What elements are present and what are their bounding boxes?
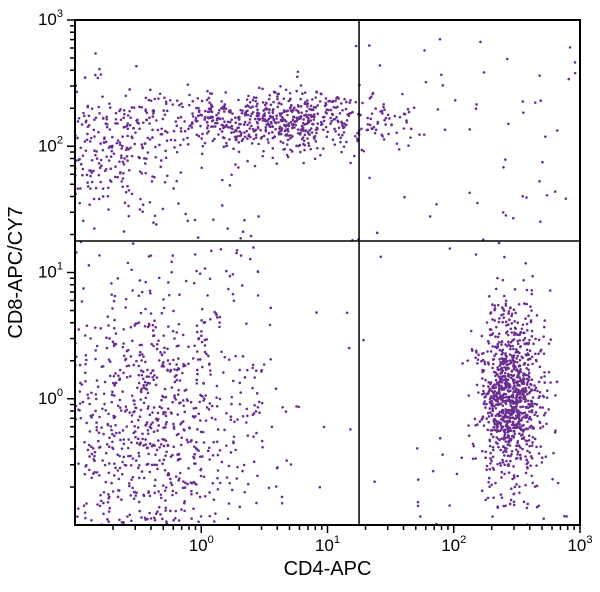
x-tick-label: 102 (441, 534, 466, 555)
x-axis-label: CD4-APC (284, 558, 372, 580)
x-tick-label: 100 (189, 534, 214, 555)
x-tick-label: 103 (567, 534, 592, 555)
y-tick-label: 103 (38, 8, 63, 29)
plot-border (75, 20, 580, 525)
flow-cytometry-scatter: 100 101 102 103 100 101 102 103 CD4-APC CD8-APC/C… (0, 0, 600, 592)
y-axis-label: CD8-APC/CY7 (5, 206, 27, 338)
scatter-points (0, 38, 576, 592)
y-tick-label: 102 (38, 134, 63, 155)
y-tick-label: 101 (38, 261, 63, 282)
x-tick-label: 101 (315, 534, 340, 555)
y-tick-label: 100 (38, 387, 63, 408)
